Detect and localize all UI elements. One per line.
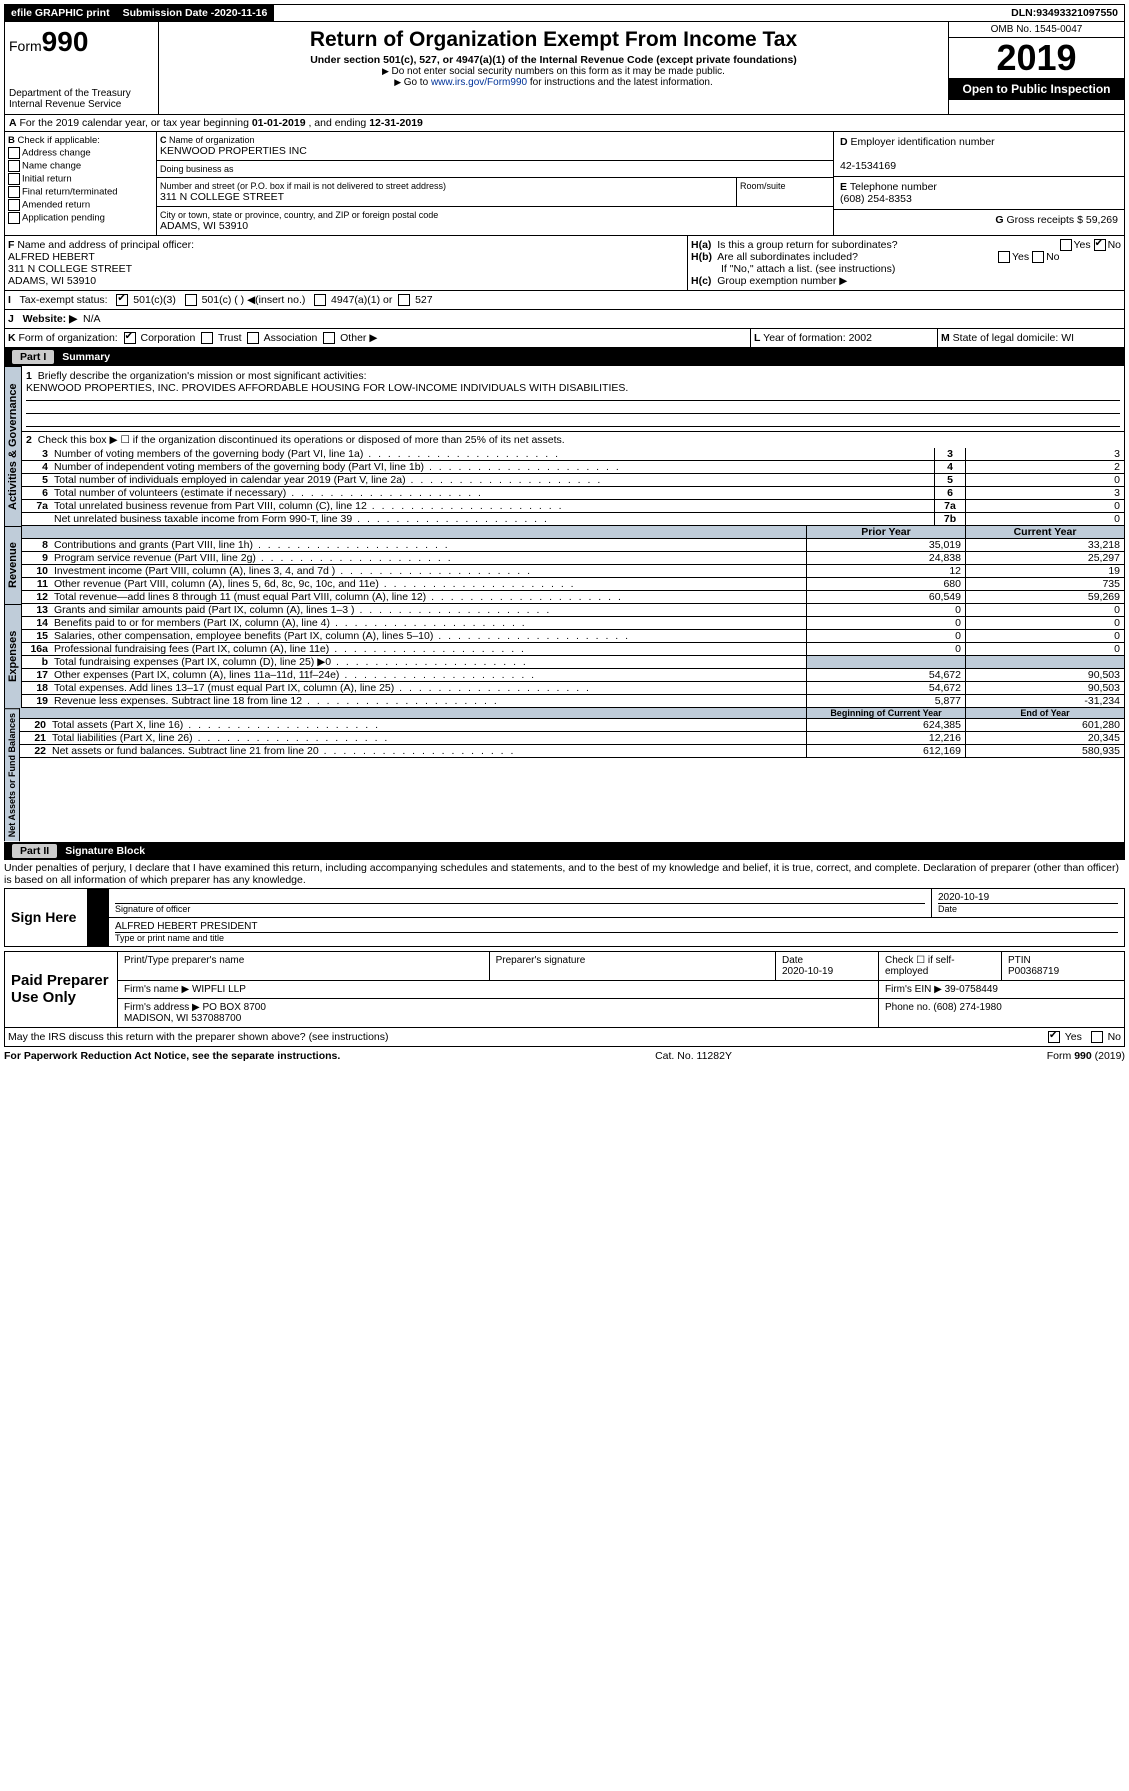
cb-501c[interactable] bbox=[185, 294, 197, 306]
col-b: B Check if applicable: Address change Na… bbox=[5, 132, 157, 235]
line-a: A For the 2019 calendar year, or tax yea… bbox=[4, 115, 1125, 132]
ptin: P00368719 bbox=[1008, 966, 1059, 977]
sign-date: 2020-10-19 bbox=[938, 892, 1118, 904]
form-number: Form990 bbox=[9, 26, 154, 58]
line-13: 13Grants and similar amounts paid (Part … bbox=[22, 604, 1124, 617]
dln: DLN: 93493321097550 bbox=[1005, 5, 1124, 21]
cb-final-return[interactable]: Final return/terminated bbox=[8, 186, 153, 198]
dept-label: Department of the Treasury Internal Reve… bbox=[9, 88, 154, 110]
cb-other[interactable] bbox=[323, 332, 335, 344]
efile-label[interactable]: efile GRAPHIC print bbox=[5, 5, 117, 21]
tax-year: 2019 bbox=[949, 38, 1124, 78]
side-netassets: Net Assets or Fund Balances bbox=[4, 708, 20, 841]
form-header: Form990 Department of the Treasury Inter… bbox=[4, 22, 1125, 115]
side-revenue: Revenue bbox=[4, 526, 22, 604]
page-footer: For Paperwork Reduction Act Notice, see … bbox=[4, 1047, 1125, 1065]
form-subtitle: Under section 501(c), 527, or 4947(a)(1)… bbox=[163, 54, 944, 66]
line-19: 19Revenue less expenses. Subtract line 1… bbox=[22, 695, 1124, 708]
line-9: 9Program service revenue (Part VIII, lin… bbox=[22, 552, 1124, 565]
top-bar: efile GRAPHIC print Submission Date - 20… bbox=[4, 4, 1125, 22]
gross-receipts: 59,269 bbox=[1086, 214, 1118, 226]
year-formation: 2002 bbox=[849, 332, 872, 344]
phone: (608) 254-8353 bbox=[840, 193, 912, 205]
cb-app-pending[interactable]: Application pending bbox=[8, 212, 153, 224]
cb-trust[interactable] bbox=[201, 332, 213, 344]
col-headers-rev: Prior Year Current Year bbox=[22, 526, 1124, 539]
line-8: 8Contributions and grants (Part VIII, li… bbox=[22, 539, 1124, 552]
line-j: J Website: ▶ N/A bbox=[4, 310, 1125, 329]
firm-name: WIPFLI LLP bbox=[192, 984, 246, 995]
signature-table: Sign Here Signature of officer 2020-10-1… bbox=[4, 888, 1125, 947]
line-b: bTotal fundraising expenses (Part IX, co… bbox=[22, 656, 1124, 669]
ein: 42-1534169 bbox=[840, 160, 896, 172]
discuss-line: May the IRS discuss this return with the… bbox=[4, 1028, 1125, 1047]
section-bcdefg: B Check if applicable: Address change Na… bbox=[4, 132, 1125, 236]
cb-name-change[interactable]: Name change bbox=[8, 160, 153, 172]
col-defg: D Employer identification number 42-1534… bbox=[833, 132, 1124, 235]
gov-line-3: 3Number of voting members of the governi… bbox=[22, 448, 1124, 461]
discuss-no[interactable] bbox=[1091, 1031, 1103, 1043]
cb-527[interactable] bbox=[398, 294, 410, 306]
line-10: 10Investment income (Part VIII, column (… bbox=[22, 565, 1124, 578]
irs-link[interactable]: www.irs.gov/Form990 bbox=[431, 77, 527, 88]
side-expenses: Expenses bbox=[4, 604, 22, 708]
line-12: 12Total revenue—add lines 8 through 11 (… bbox=[22, 591, 1124, 604]
submission-date: Submission Date - 2020-11-16 bbox=[117, 5, 275, 21]
line-20: 20Total assets (Part X, line 16)624,3856… bbox=[20, 719, 1124, 732]
website: N/A bbox=[83, 313, 101, 325]
gov-line-7b: Net unrelated business taxable income fr… bbox=[22, 513, 1124, 526]
org-name: KENWOOD PROPERTIES INC bbox=[160, 145, 830, 157]
line-11: 11Other revenue (Part VIII, column (A), … bbox=[22, 578, 1124, 591]
officer-name: ALFRED HEBERT bbox=[8, 251, 95, 263]
gov-line-7a: 7aTotal unrelated business revenue from … bbox=[22, 500, 1124, 513]
line-14: 14Benefits paid to or for members (Part … bbox=[22, 617, 1124, 630]
line-18: 18Total expenses. Add lines 13–17 (must … bbox=[22, 682, 1124, 695]
state-domicile: WI bbox=[1061, 332, 1074, 344]
side-governance: Activities & Governance bbox=[4, 366, 22, 526]
line-15: 15Salaries, other compensation, employee… bbox=[22, 630, 1124, 643]
section-fh: F Name and address of principal officer:… bbox=[4, 236, 1125, 291]
line-17: 17Other expenses (Part IX, column (A), l… bbox=[22, 669, 1124, 682]
omb-number: OMB No. 1545-0047 bbox=[949, 22, 1124, 38]
line-i: I Tax-exempt status: 501(c)(3) 501(c) ( … bbox=[4, 291, 1125, 310]
cb-initial-return[interactable]: Initial return bbox=[8, 173, 153, 185]
officer-name-title: ALFRED HEBERT PRESIDENT bbox=[115, 921, 1118, 933]
discuss-yes[interactable] bbox=[1048, 1031, 1060, 1043]
cb-address-change[interactable]: Address change bbox=[8, 147, 153, 159]
line-klm: K Form of organization: Corporation Trus… bbox=[4, 329, 1125, 348]
gov-line-4: 4Number of independent voting members of… bbox=[22, 461, 1124, 474]
cb-corp[interactable] bbox=[124, 332, 136, 344]
line-22: 22Net assets or fund balances. Subtract … bbox=[20, 745, 1124, 758]
form-title: Return of Organization Exempt From Incom… bbox=[163, 28, 944, 52]
cb-501c3[interactable] bbox=[116, 294, 128, 306]
open-public: Open to Public Inspection bbox=[949, 78, 1124, 100]
note-ssn: Do not enter social security numbers on … bbox=[163, 66, 944, 77]
cb-4947[interactable] bbox=[314, 294, 326, 306]
perjury-text: Under penalties of perjury, I declare th… bbox=[4, 860, 1125, 888]
mission-text: KENWOOD PROPERTIES, INC. PROVIDES AFFORD… bbox=[26, 382, 628, 394]
note-goto: Go to www.irs.gov/Form990 for instructio… bbox=[163, 77, 944, 88]
preparer-table: Paid Preparer Use Only Print/Type prepar… bbox=[4, 951, 1125, 1028]
col-c: C Name of organization KENWOOD PROPERTIE… bbox=[157, 132, 833, 235]
line-16a: 16aProfessional fundraising fees (Part I… bbox=[22, 643, 1124, 656]
cb-amended[interactable]: Amended return bbox=[8, 199, 153, 211]
gov-line-5: 5Total number of individuals employed in… bbox=[22, 474, 1124, 487]
firm-ein: 39-0758449 bbox=[945, 984, 998, 995]
street-address: 311 N COLLEGE STREET bbox=[160, 191, 733, 203]
col-headers-net: Beginning of Current Year End of Year bbox=[20, 708, 1124, 719]
gov-line-6: 6Total number of volunteers (estimate if… bbox=[22, 487, 1124, 500]
firm-phone: (608) 274-1980 bbox=[933, 1002, 1001, 1013]
part-ii-header: Part II Signature Block bbox=[4, 842, 1125, 860]
city-state-zip: ADAMS, WI 53910 bbox=[160, 220, 830, 232]
part-i-header: Part I Summary bbox=[4, 348, 1125, 366]
cb-assoc[interactable] bbox=[247, 332, 259, 344]
line-21: 21Total liabilities (Part X, line 26)12,… bbox=[20, 732, 1124, 745]
